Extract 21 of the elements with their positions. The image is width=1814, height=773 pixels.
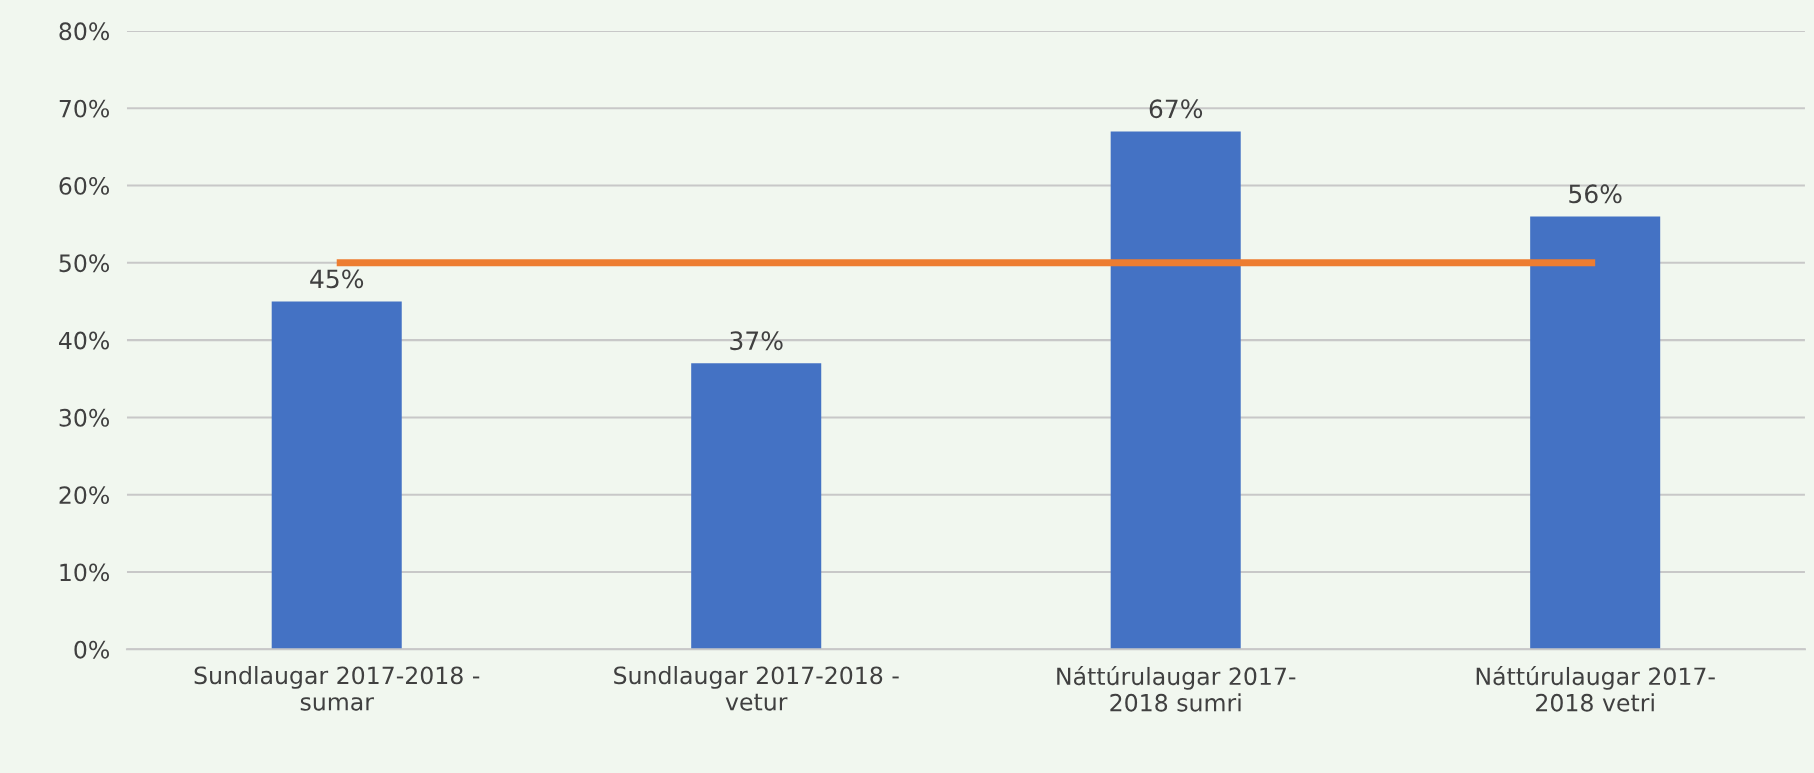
y-tick-label: 80% [59,22,110,41]
bar [1530,216,1661,650]
data-label: 56% [1569,184,1622,204]
y-tick-label: 40% [58,331,110,350]
y-tick-label: 50% [59,254,110,273]
y-tick-label: 30% [59,408,110,427]
x-tick-label: Sundlaugar 2017-2018 - vetur [614,665,899,711]
data-label: 67% [1149,99,1203,119]
bar [271,301,402,650]
x-tick-label: Náttúrulaugar 2017- 2018 sumri [1057,665,1296,712]
bar [691,363,822,650]
x-tick-label: Náttúrulaugar 2017- 2018 vetri [1476,665,1715,712]
x-tick-label: Sundlaugar 2017-2018 - sumar [194,665,480,711]
y-tick-label: 0% [74,640,110,659]
data-label: 45% [310,269,364,289]
bar [1110,131,1241,650]
data-label: 37% [730,331,783,351]
y-tick-label: 20% [59,486,110,505]
y-tick-label: 10% [60,563,110,582]
y-tick-label: 60% [59,176,110,195]
y-tick-label: 70% [59,99,110,118]
